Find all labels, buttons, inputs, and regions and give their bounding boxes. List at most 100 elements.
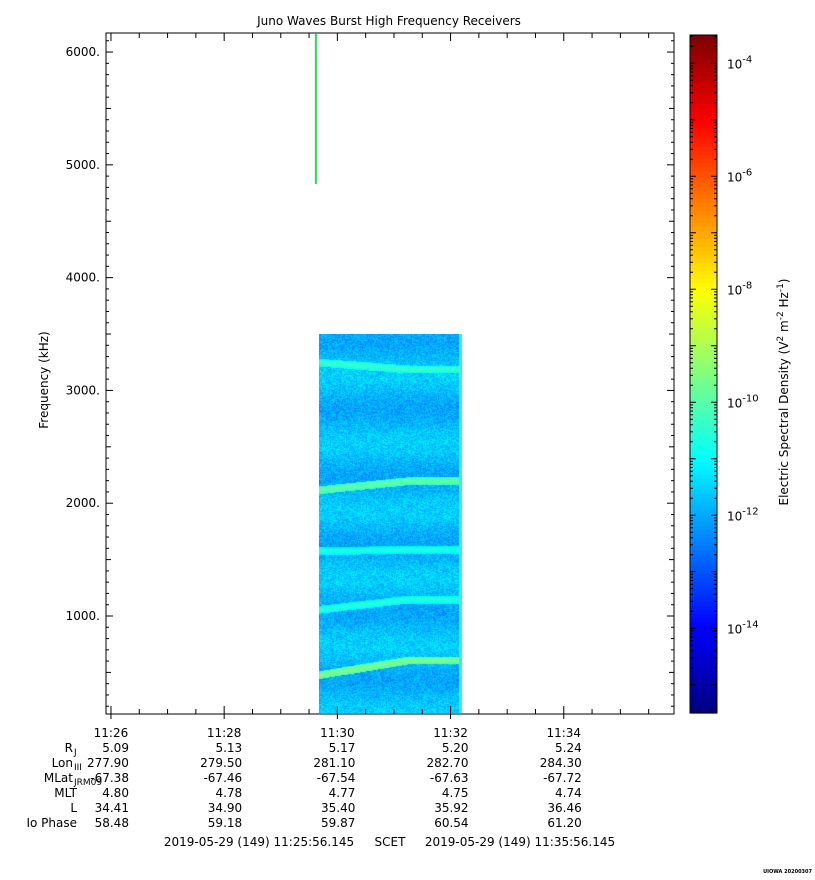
ephemeris-row-subscript: III bbox=[74, 763, 82, 773]
colorbar-swatch bbox=[690, 186, 717, 192]
colorbar-swatch bbox=[690, 214, 717, 220]
x-tick-label: 11:30 bbox=[320, 726, 355, 740]
ephemeris-value: 5.13 bbox=[215, 741, 242, 755]
colorbar-swatch bbox=[690, 42, 717, 48]
ephemeris-value: 4.75 bbox=[442, 786, 469, 800]
colorbar-swatch bbox=[690, 182, 717, 188]
colorbar-swatch bbox=[690, 242, 717, 247]
colorbar-swatch bbox=[690, 621, 717, 626]
colorbar-swatch bbox=[690, 409, 717, 415]
colorbar-tick-label: 10-12 bbox=[727, 506, 759, 523]
ephemeris-value: 60.54 bbox=[434, 816, 468, 830]
colorbar-swatch bbox=[690, 441, 717, 447]
colorbar-swatch bbox=[690, 649, 717, 654]
colorbar-swatch bbox=[690, 589, 717, 594]
colorbar-swatch bbox=[690, 669, 717, 674]
colorbar-swatch bbox=[690, 693, 717, 698]
colorbar-swatch bbox=[690, 685, 717, 690]
colorbar-swatch bbox=[690, 565, 717, 571]
ephemeris-value: 59.87 bbox=[321, 816, 355, 830]
colorbar-swatch bbox=[690, 222, 717, 228]
colorbar-swatch bbox=[690, 138, 717, 144]
colorbar-swatch bbox=[690, 238, 717, 243]
ephemeris-value: 5.09 bbox=[102, 741, 129, 755]
colorbar-swatch bbox=[690, 66, 717, 72]
colorbar-swatch bbox=[690, 102, 717, 108]
colorbar-swatch bbox=[690, 290, 717, 295]
end-time: 2019-05-29 (149) 11:35:56.145 bbox=[425, 835, 615, 849]
colorbar-tick-label: 10-6 bbox=[727, 167, 752, 184]
y-tick-label: 3000. bbox=[66, 383, 100, 397]
colorbar-swatch bbox=[690, 226, 717, 232]
colorbar-swatch bbox=[690, 326, 717, 331]
colorbar-swatch bbox=[690, 354, 717, 359]
colorbar-swatch bbox=[690, 477, 717, 483]
ephemeris-value: 5.20 bbox=[442, 741, 469, 755]
colorbar-swatch bbox=[690, 370, 717, 375]
ephemeris-row-subscript: J bbox=[73, 748, 77, 758]
colorbar-swatch bbox=[690, 230, 717, 236]
colorbar-swatch bbox=[690, 78, 717, 84]
colorbar-swatch bbox=[690, 274, 717, 279]
colorbar-swatch bbox=[690, 322, 717, 327]
colorbar-swatch bbox=[690, 505, 717, 511]
colorbar-swatch bbox=[690, 130, 717, 136]
ephemeris-value: -67.63 bbox=[430, 771, 469, 785]
colorbar-swatch bbox=[690, 613, 717, 618]
colorbar-swatch bbox=[690, 158, 717, 164]
colorbar-swatch bbox=[690, 545, 717, 551]
colorbar-swatch bbox=[690, 585, 717, 590]
ephemeris-value: 4.78 bbox=[215, 786, 242, 800]
colorbar-swatch bbox=[690, 310, 717, 315]
colorbar-swatch bbox=[690, 246, 717, 251]
colorbar-swatch bbox=[690, 625, 717, 630]
colorbar-swatch bbox=[690, 417, 717, 423]
colorbar-swatch bbox=[690, 350, 717, 355]
colorbar-swatch bbox=[690, 617, 717, 622]
colorbar-swatch bbox=[690, 429, 717, 435]
colorbar-swatch bbox=[690, 449, 717, 455]
colorbar-swatch bbox=[690, 605, 717, 610]
colorbar-swatch bbox=[690, 413, 717, 419]
ephemeris-row-label: MLT bbox=[54, 786, 77, 800]
colorbar-swatch bbox=[690, 150, 717, 156]
ephemeris-row-label: Lon bbox=[52, 756, 73, 770]
colorbar-swatch bbox=[690, 397, 717, 403]
colorbar-swatch bbox=[690, 381, 717, 387]
ephemeris-value: 5.24 bbox=[555, 741, 582, 755]
colorbar-swatch bbox=[690, 629, 717, 634]
colorbar-swatch bbox=[690, 501, 717, 507]
y-tick-label: 5000. bbox=[66, 158, 100, 172]
colorbar-swatch bbox=[690, 601, 717, 606]
colorbar-swatch bbox=[690, 609, 717, 614]
ephemeris-row-label: MLat bbox=[44, 771, 73, 785]
colorbar-swatch bbox=[690, 70, 717, 76]
x-tick-label: 11:34 bbox=[546, 726, 581, 740]
start-time: 2019-05-29 (149) 11:25:56.145 bbox=[164, 835, 354, 849]
chart-title: Juno Waves Burst High Frequency Receiver… bbox=[256, 14, 521, 28]
colorbar-swatch bbox=[690, 338, 717, 343]
colorbar-swatch bbox=[690, 701, 717, 706]
colorbar-swatch bbox=[690, 581, 717, 586]
colorbar-swatch bbox=[690, 234, 717, 239]
ephemeris-value: 284.30 bbox=[540, 756, 582, 770]
ephemeris-value: 34.41 bbox=[95, 801, 129, 815]
colorbar-tick-label: 10-4 bbox=[727, 54, 752, 71]
colorbar-swatch bbox=[690, 118, 717, 124]
colorbar-swatch bbox=[690, 577, 717, 582]
colorbar-swatch bbox=[690, 58, 717, 64]
colorbar-swatch bbox=[690, 302, 717, 307]
x-tick-label: 11:32 bbox=[433, 726, 468, 740]
colorbar-tick-label: 10-10 bbox=[727, 393, 759, 410]
colorbar-swatch bbox=[690, 250, 717, 255]
colorbar: 10-14 10-12 10-10 10-8 10-6 10-4 bbox=[689, 34, 759, 714]
data-block-edge bbox=[459, 334, 462, 713]
colorbar-swatch bbox=[690, 561, 717, 567]
ephemeris-value: 282.70 bbox=[427, 756, 469, 770]
colorbar-swatch bbox=[690, 206, 717, 212]
colorbar-swatch bbox=[690, 665, 717, 670]
colorbar-swatch bbox=[690, 342, 717, 347]
colorbar-swatch bbox=[690, 210, 717, 216]
colorbar-swatch bbox=[690, 489, 717, 495]
colorbar-swatch bbox=[690, 282, 717, 287]
